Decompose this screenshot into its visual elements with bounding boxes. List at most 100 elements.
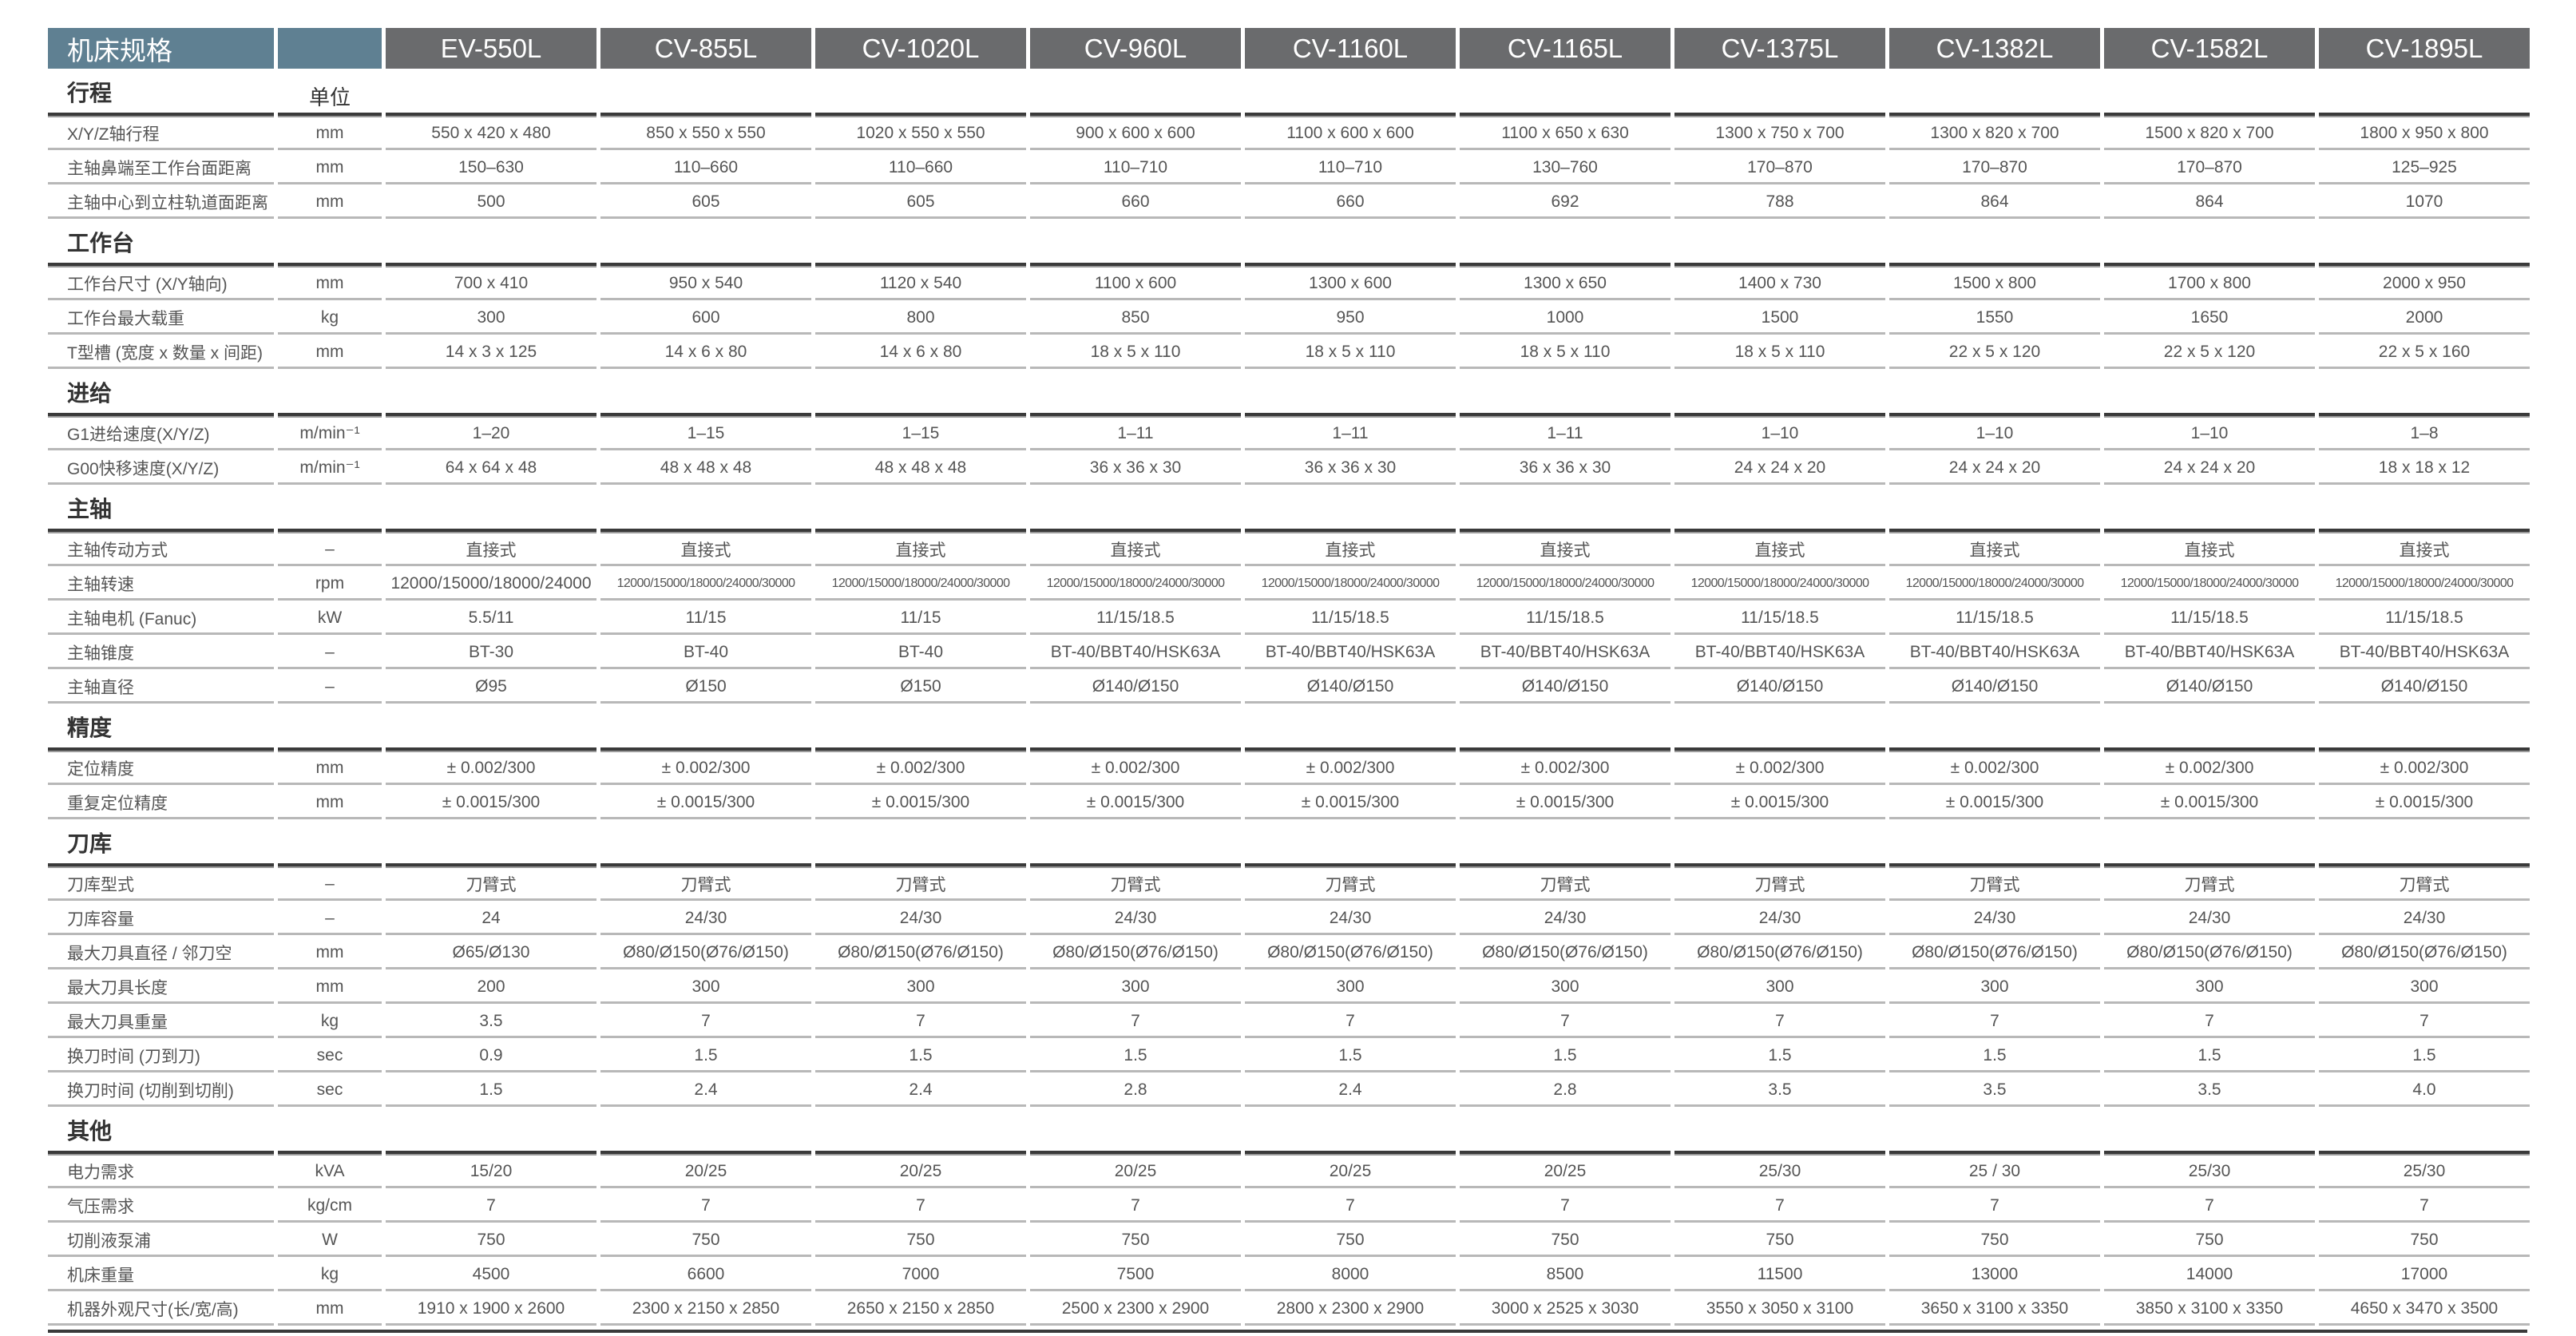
spec-value: 12000/15000/18000/24000/30000 xyxy=(1245,569,1456,601)
section-header: 工作台 xyxy=(48,224,2530,266)
spec-value: 1020 x 550 x 550 xyxy=(815,118,1026,150)
table-row: G1进给速度(X/Y/Z) m/min⁻¹ 1–20 1–15 1–15 1–11 1–11… xyxy=(48,416,2530,450)
section-rule-cell xyxy=(1889,490,2100,532)
spec-value: 24/30 xyxy=(600,903,811,935)
row-label: 主轴锥度 xyxy=(48,637,274,669)
table-row: 工作台最大载重 kg 300 600 800 850 950 1000 1500 1550 1650… xyxy=(48,300,2530,335)
spec-value: 刀臂式 xyxy=(1245,869,1456,901)
section-rule-cell xyxy=(386,224,596,266)
model-header-cv-960l: CV-960L xyxy=(1030,28,1241,69)
spec-value: 1–11 xyxy=(1460,418,1670,450)
spec-value: 刀臂式 xyxy=(1460,869,1670,901)
spec-value: ± 0.002/300 xyxy=(2319,753,2530,785)
spec-value: 24/30 xyxy=(1245,903,1456,935)
spec-value: 刀臂式 xyxy=(2319,869,2530,901)
spec-value: 750 xyxy=(386,1225,596,1257)
row-unit: mm xyxy=(278,753,382,785)
section-rule-cell xyxy=(1889,374,2100,416)
row-unit: – xyxy=(278,534,382,566)
spec-value: ± 0.0015/300 xyxy=(1889,787,2100,819)
spec-value: 1.5 xyxy=(2104,1041,2315,1072)
spec-value: 25 / 30 xyxy=(1889,1156,2100,1188)
spec-value: 12000/15000/18000/24000/30000 xyxy=(2104,569,2315,601)
spec-value: 48 x 48 x 48 xyxy=(600,453,811,485)
spec-value: 11/15/18.5 xyxy=(1674,603,1885,635)
section-rule-cell xyxy=(1030,224,1241,266)
section-rule-cell xyxy=(386,73,596,116)
spec-value: 直接式 xyxy=(2104,534,2315,566)
spec-value: ± 0.002/300 xyxy=(815,753,1026,785)
row-label: 刀库型式 xyxy=(48,869,274,901)
spec-value: 36 x 36 x 30 xyxy=(1460,453,1670,485)
row-label: 最大刀具直径 / 邻刀空 xyxy=(48,938,274,969)
spec-value: 刀臂式 xyxy=(815,869,1026,901)
spec-value: 125–925 xyxy=(2319,153,2530,184)
section-rule-cell xyxy=(600,73,811,116)
spec-value: 11/15/18.5 xyxy=(2319,603,2530,635)
row-label: 切削液泵浦 xyxy=(48,1225,274,1257)
spec-value: ± 0.002/300 xyxy=(600,753,811,785)
spec-value: 直接式 xyxy=(1460,534,1670,566)
table-row: 最大刀具直径 / 邻刀空 mm Ø65/Ø130 Ø80/Ø150(Ø76/Ø150)… xyxy=(48,935,2530,969)
spec-value: 2800 x 2300 x 2900 xyxy=(1245,1294,1456,1326)
section-rule-cell xyxy=(2104,224,2315,266)
spec-value: 3.5 xyxy=(2104,1075,2315,1107)
row-unit: kg xyxy=(278,1006,382,1038)
spec-value: 24 x 24 x 20 xyxy=(1674,453,1885,485)
spec-value: 7000 xyxy=(815,1259,1026,1291)
spec-value: 12000/15000/18000/24000/30000 xyxy=(815,569,1026,601)
spec-value: 3650 x 3100 x 3350 xyxy=(1889,1294,2100,1326)
spec-value: 2.4 xyxy=(815,1075,1026,1107)
row-unit: W xyxy=(278,1225,382,1257)
row-label: 重复定位精度 xyxy=(48,787,274,819)
spec-value: 300 xyxy=(1030,972,1241,1004)
section-rule-cell xyxy=(815,1112,1026,1154)
spec-value: 1100 x 650 x 630 xyxy=(1460,118,1670,150)
spec-value: 300 xyxy=(1245,972,1456,1004)
spec-value: 1650 xyxy=(2104,303,2315,335)
spec-value: 1–11 xyxy=(1245,418,1456,450)
spec-value: Ø140/Ø150 xyxy=(1030,672,1241,704)
table-title: 机床规格 xyxy=(48,28,274,69)
row-unit: kW xyxy=(278,603,382,635)
table-row: 定位精度 mm ± 0.002/300 ± 0.002/300 ± 0.002/300 ±… xyxy=(48,751,2530,785)
spec-value: 1100 x 600 xyxy=(1030,268,1241,300)
spec-value: 1.5 xyxy=(1460,1041,1670,1072)
spec-value: 直接式 xyxy=(2319,534,2530,566)
row-label: G1进给速度(X/Y/Z) xyxy=(48,418,274,450)
section-rule-cell xyxy=(1460,73,1670,116)
spec-value: Ø140/Ø150 xyxy=(1460,672,1670,704)
spec-value: 8000 xyxy=(1245,1259,1456,1291)
unit-heading xyxy=(278,374,382,416)
spec-value: 3.5 xyxy=(1674,1075,1885,1107)
spec-value: 7 xyxy=(1030,1191,1241,1223)
table-row: 换刀时间 (切削到切削) sec 1.5 2.4 2.4 2.8 2.4 2.8 3.5 3.5 3… xyxy=(48,1072,2530,1107)
spec-value: 1–10 xyxy=(1889,418,2100,450)
spec-value: 7 xyxy=(1460,1191,1670,1223)
section-rule-cell xyxy=(1674,374,1885,416)
section-rule-cell xyxy=(1245,708,1456,751)
table-row: 主轴转速 rpm 12000/15000/18000/24000 12000/1500… xyxy=(48,566,2530,601)
spec-value: 1300 x 650 xyxy=(1460,268,1670,300)
spec-value: 直接式 xyxy=(600,534,811,566)
section-title: 精度 xyxy=(48,708,274,751)
spec-value: 7 xyxy=(1889,1191,2100,1223)
spec-value: 170–870 xyxy=(1889,153,2100,184)
spec-value: 7 xyxy=(1460,1006,1670,1038)
unit-heading xyxy=(278,824,382,866)
spec-value: 700 x 410 xyxy=(386,268,596,300)
spec-value: 20/25 xyxy=(1460,1156,1670,1188)
section-rule-cell xyxy=(1460,490,1670,532)
section-rule-cell xyxy=(1245,1112,1456,1154)
section-rule-cell xyxy=(1889,708,2100,751)
spec-value: 1–10 xyxy=(1674,418,1885,450)
spec-value: ± 0.002/300 xyxy=(1030,753,1241,785)
spec-value: 1.5 xyxy=(1674,1041,1885,1072)
spec-value: Ø80/Ø150(Ø76/Ø150) xyxy=(2319,938,2530,969)
spec-value: 750 xyxy=(1889,1225,2100,1257)
spec-table: 机床规格 EV-550L CV-855L CV-1020L CV-960L CV-116… xyxy=(48,28,2530,1336)
row-unit: – xyxy=(278,869,382,901)
spec-value: 12000/15000/18000/24000/30000 xyxy=(1030,569,1241,601)
section-rule-cell xyxy=(2104,824,2315,866)
spec-value: 7500 xyxy=(1030,1259,1241,1291)
